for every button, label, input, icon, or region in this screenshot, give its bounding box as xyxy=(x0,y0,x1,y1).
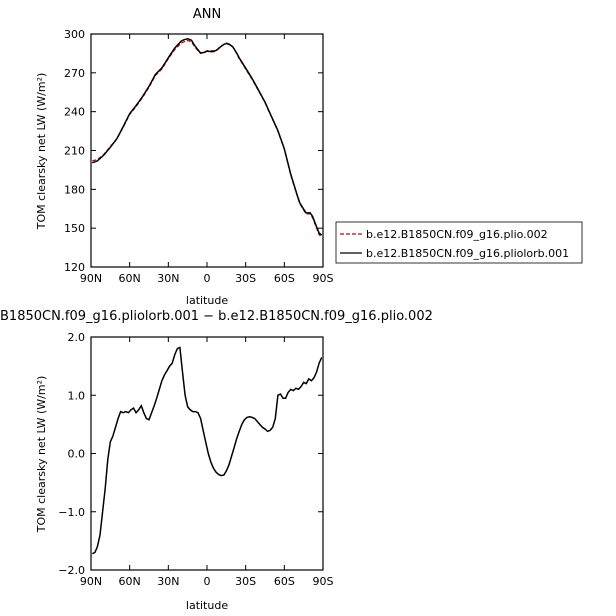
bottom-x-tick-label: 60N xyxy=(119,575,141,588)
bottom-y-tick-label: −2.0 xyxy=(58,564,85,577)
bottom-panel: B1850CN.f09_g16.pliolorb.001 − b.e12.B18… xyxy=(0,309,433,612)
legend-label-plio: b.e12.B1850CN.f09_g16.plio.002 xyxy=(366,228,548,241)
top-series-line-0 xyxy=(92,39,323,238)
bottom-series-group xyxy=(91,346,323,555)
top-y-tick-label: 180 xyxy=(64,183,85,196)
bottom-y-tick-label: 1.0 xyxy=(68,389,86,402)
top-x-tick-label: 90N xyxy=(80,272,102,285)
top-plot-frame xyxy=(90,33,324,268)
top-axis-ticks: 90N 60N 30N 0 30S 60S 90S 120 150 180 210 240 270 300 xyxy=(64,28,334,285)
top-panel: ANN 90N 60N 30N 0 30S 60S 90S 120 150 180 210 240 27… xyxy=(35,7,334,307)
top-y-tick-label: 150 xyxy=(64,222,85,235)
bottom-x-tick-label: 90S xyxy=(313,575,334,588)
top-series-line-1 xyxy=(92,38,323,236)
bottom-x-tick-label: 30S xyxy=(235,575,256,588)
legend-label-pliolorb: b.e12.B1850CN.f09_g16.pliolorb.001 xyxy=(366,247,569,260)
top-y-tick-label: 210 xyxy=(64,145,85,158)
top-x-tick-label: 30S xyxy=(235,272,256,285)
top-y-tick-label: 120 xyxy=(64,261,85,274)
bottom-x-tick-label: 0 xyxy=(204,575,211,588)
bottom-chart-title: B1850CN.f09_g16.pliolorb.001 − b.e12.B18… xyxy=(0,309,433,324)
bottom-x-tick-label: 60S xyxy=(274,575,295,588)
bottom-y-tick-label: 0.0 xyxy=(68,448,86,461)
top-x-tick-label: 0 xyxy=(204,272,211,285)
top-y-tick-label: 300 xyxy=(64,28,85,41)
top-y-tick-label: 270 xyxy=(64,67,85,80)
bottom-x-tick-label: 90N xyxy=(80,575,102,588)
top-y-tick-label: 240 xyxy=(64,106,85,119)
legend-box xyxy=(335,221,583,264)
bottom-y-tick-label: 2.0 xyxy=(68,331,86,344)
top-x-axis-label: latitude xyxy=(186,294,228,307)
top-x-tick-label: 90S xyxy=(313,272,334,285)
top-chart-title: ANN xyxy=(193,7,221,22)
top-series-group xyxy=(92,38,323,238)
legend: b.e12.B1850CN.f09_g16.plio.002 b.e12.B18… xyxy=(335,221,583,264)
bottom-axis-ticks: 90N 60N 30N 0 30S 60S 90S −2.0 −1.0 0.0 1.0 2.0 xyxy=(58,331,333,588)
top-x-tick-label: 60S xyxy=(274,272,295,285)
bottom-y-axis-label: TOM clearsky net LW (W/m²) xyxy=(35,376,48,534)
top-x-tick-label: 30N xyxy=(157,272,179,285)
bottom-x-tick-label: 30N xyxy=(157,575,179,588)
top-x-tick-label: 60N xyxy=(119,272,141,285)
bottom-series-line-0 xyxy=(91,346,323,555)
bottom-y-tick-label: −1.0 xyxy=(58,506,85,519)
bottom-plot-frame xyxy=(90,336,324,571)
bottom-x-axis-label: latitude xyxy=(186,599,228,612)
top-y-axis-label: TOM clearsky net LW (W/m²) xyxy=(35,73,48,231)
